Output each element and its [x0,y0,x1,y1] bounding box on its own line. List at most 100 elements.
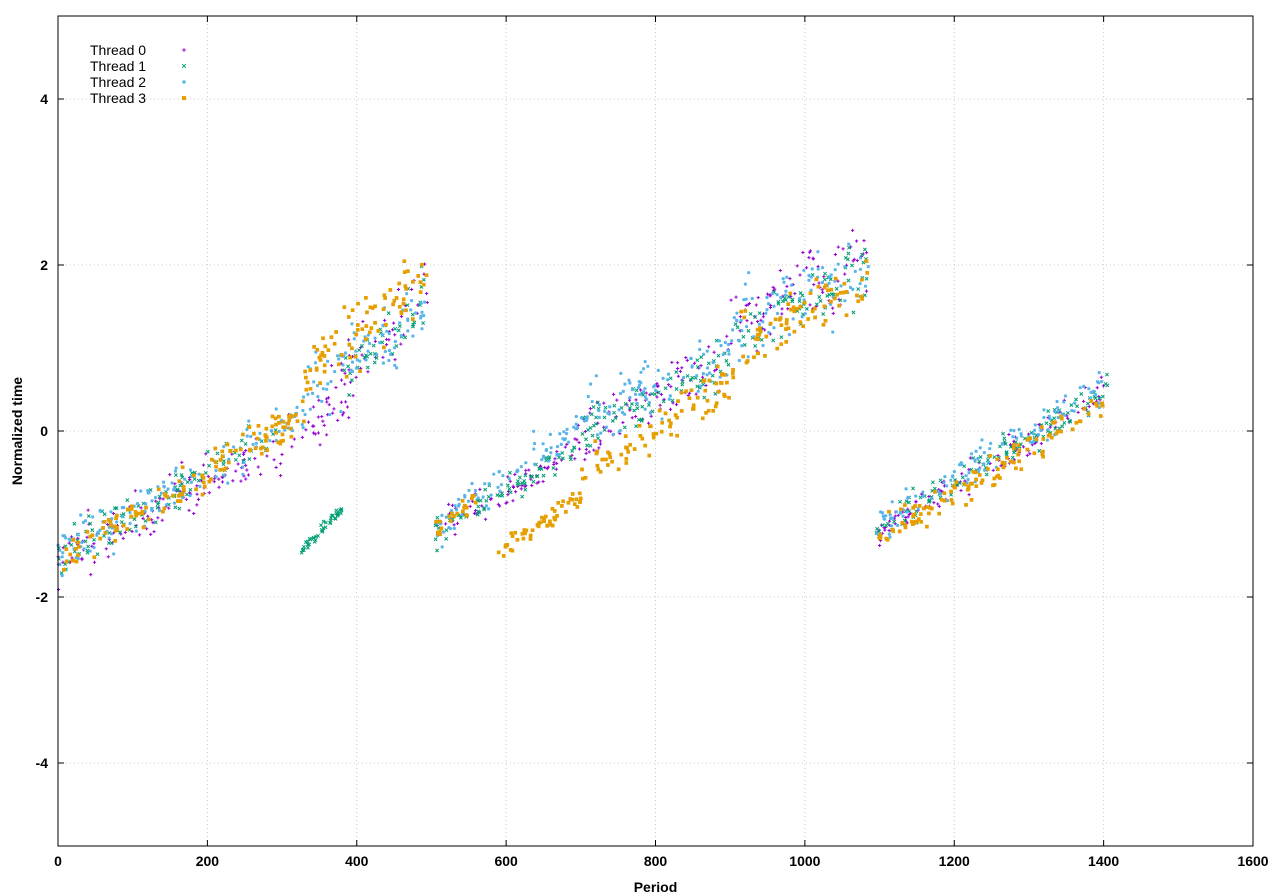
data-point [779,342,784,347]
data-point [726,348,730,353]
data-point [368,305,373,310]
data-point [790,299,795,304]
data-point [251,442,255,447]
data-point [392,346,397,350]
data-point [295,419,300,424]
data-point [360,353,364,357]
data-point [829,287,834,292]
data-point [360,343,364,348]
data-point [563,445,567,449]
data-point [967,471,971,475]
data-point [892,519,897,524]
data-point [81,520,86,524]
data-point [712,350,716,354]
data-point [623,434,628,439]
data-point [268,439,272,443]
data-point [800,315,804,319]
data-point [535,481,539,485]
x-axis-title: Period [634,879,678,895]
data-point [771,338,776,343]
data-point [634,388,639,393]
data-point [808,250,812,254]
legend-item: Thread 2 [90,74,186,90]
data-point [734,295,738,299]
data-point [551,466,556,471]
data-point [691,403,696,408]
data-point [450,503,455,508]
data-point [170,481,174,485]
data-point [680,382,685,387]
data-point [559,442,563,446]
data-point [960,472,964,476]
data-point [106,555,110,559]
data-point [406,269,410,273]
data-point [906,500,911,505]
data-point [88,549,92,553]
data-point [345,405,350,409]
data-point [541,473,546,478]
data-point [346,364,351,369]
data-point [1033,423,1037,427]
data-point [739,309,744,314]
data-point [719,343,723,348]
data-point [732,316,736,320]
data-point [566,440,571,444]
data-point [241,465,245,469]
data-point [860,252,864,257]
data-point [69,543,74,547]
data-point [761,315,765,319]
data-point [911,514,916,518]
data-point [1074,397,1079,402]
data-point [271,440,275,444]
data-point [644,391,648,395]
data-point [700,416,705,421]
data-point [692,361,697,365]
data-point [888,535,892,539]
data-point [340,368,344,372]
data-point [1060,424,1065,429]
data-point [226,481,230,485]
data-point [1099,375,1103,379]
data-point [364,296,368,300]
data-point [705,398,710,403]
data-point [184,497,188,501]
data-point [572,425,576,429]
legend-label: Thread 1 [90,58,146,74]
data-point [1009,428,1013,432]
data-point [347,393,352,397]
data-point [372,360,377,365]
data-point [488,497,493,501]
data-point [278,441,283,446]
data-point [383,318,387,322]
y-axis-title: Normalized time [9,377,25,485]
data-point [676,399,680,403]
data-point [621,420,625,425]
data-point [143,518,148,523]
data-point [1000,442,1004,446]
data-point [156,500,161,505]
data-point [392,321,396,325]
data-point [1005,455,1009,460]
data-point [771,285,775,289]
data-point [256,465,260,469]
data-point [188,493,192,498]
data-point [101,526,105,530]
data-point [1049,435,1054,440]
data-point [596,467,601,472]
data-point [654,388,658,393]
data-point [561,437,565,441]
data-point [776,299,781,304]
data-point [974,477,978,482]
data-point [921,490,925,494]
data-point [277,414,281,419]
data-point [977,467,981,471]
data-point [779,296,783,300]
data-point [817,281,821,285]
data-point [1082,384,1086,389]
data-point [404,308,408,313]
data-point [444,536,449,541]
data-point [182,488,186,492]
data-point [1077,419,1082,424]
data-point [357,348,362,353]
data-point [440,513,444,517]
